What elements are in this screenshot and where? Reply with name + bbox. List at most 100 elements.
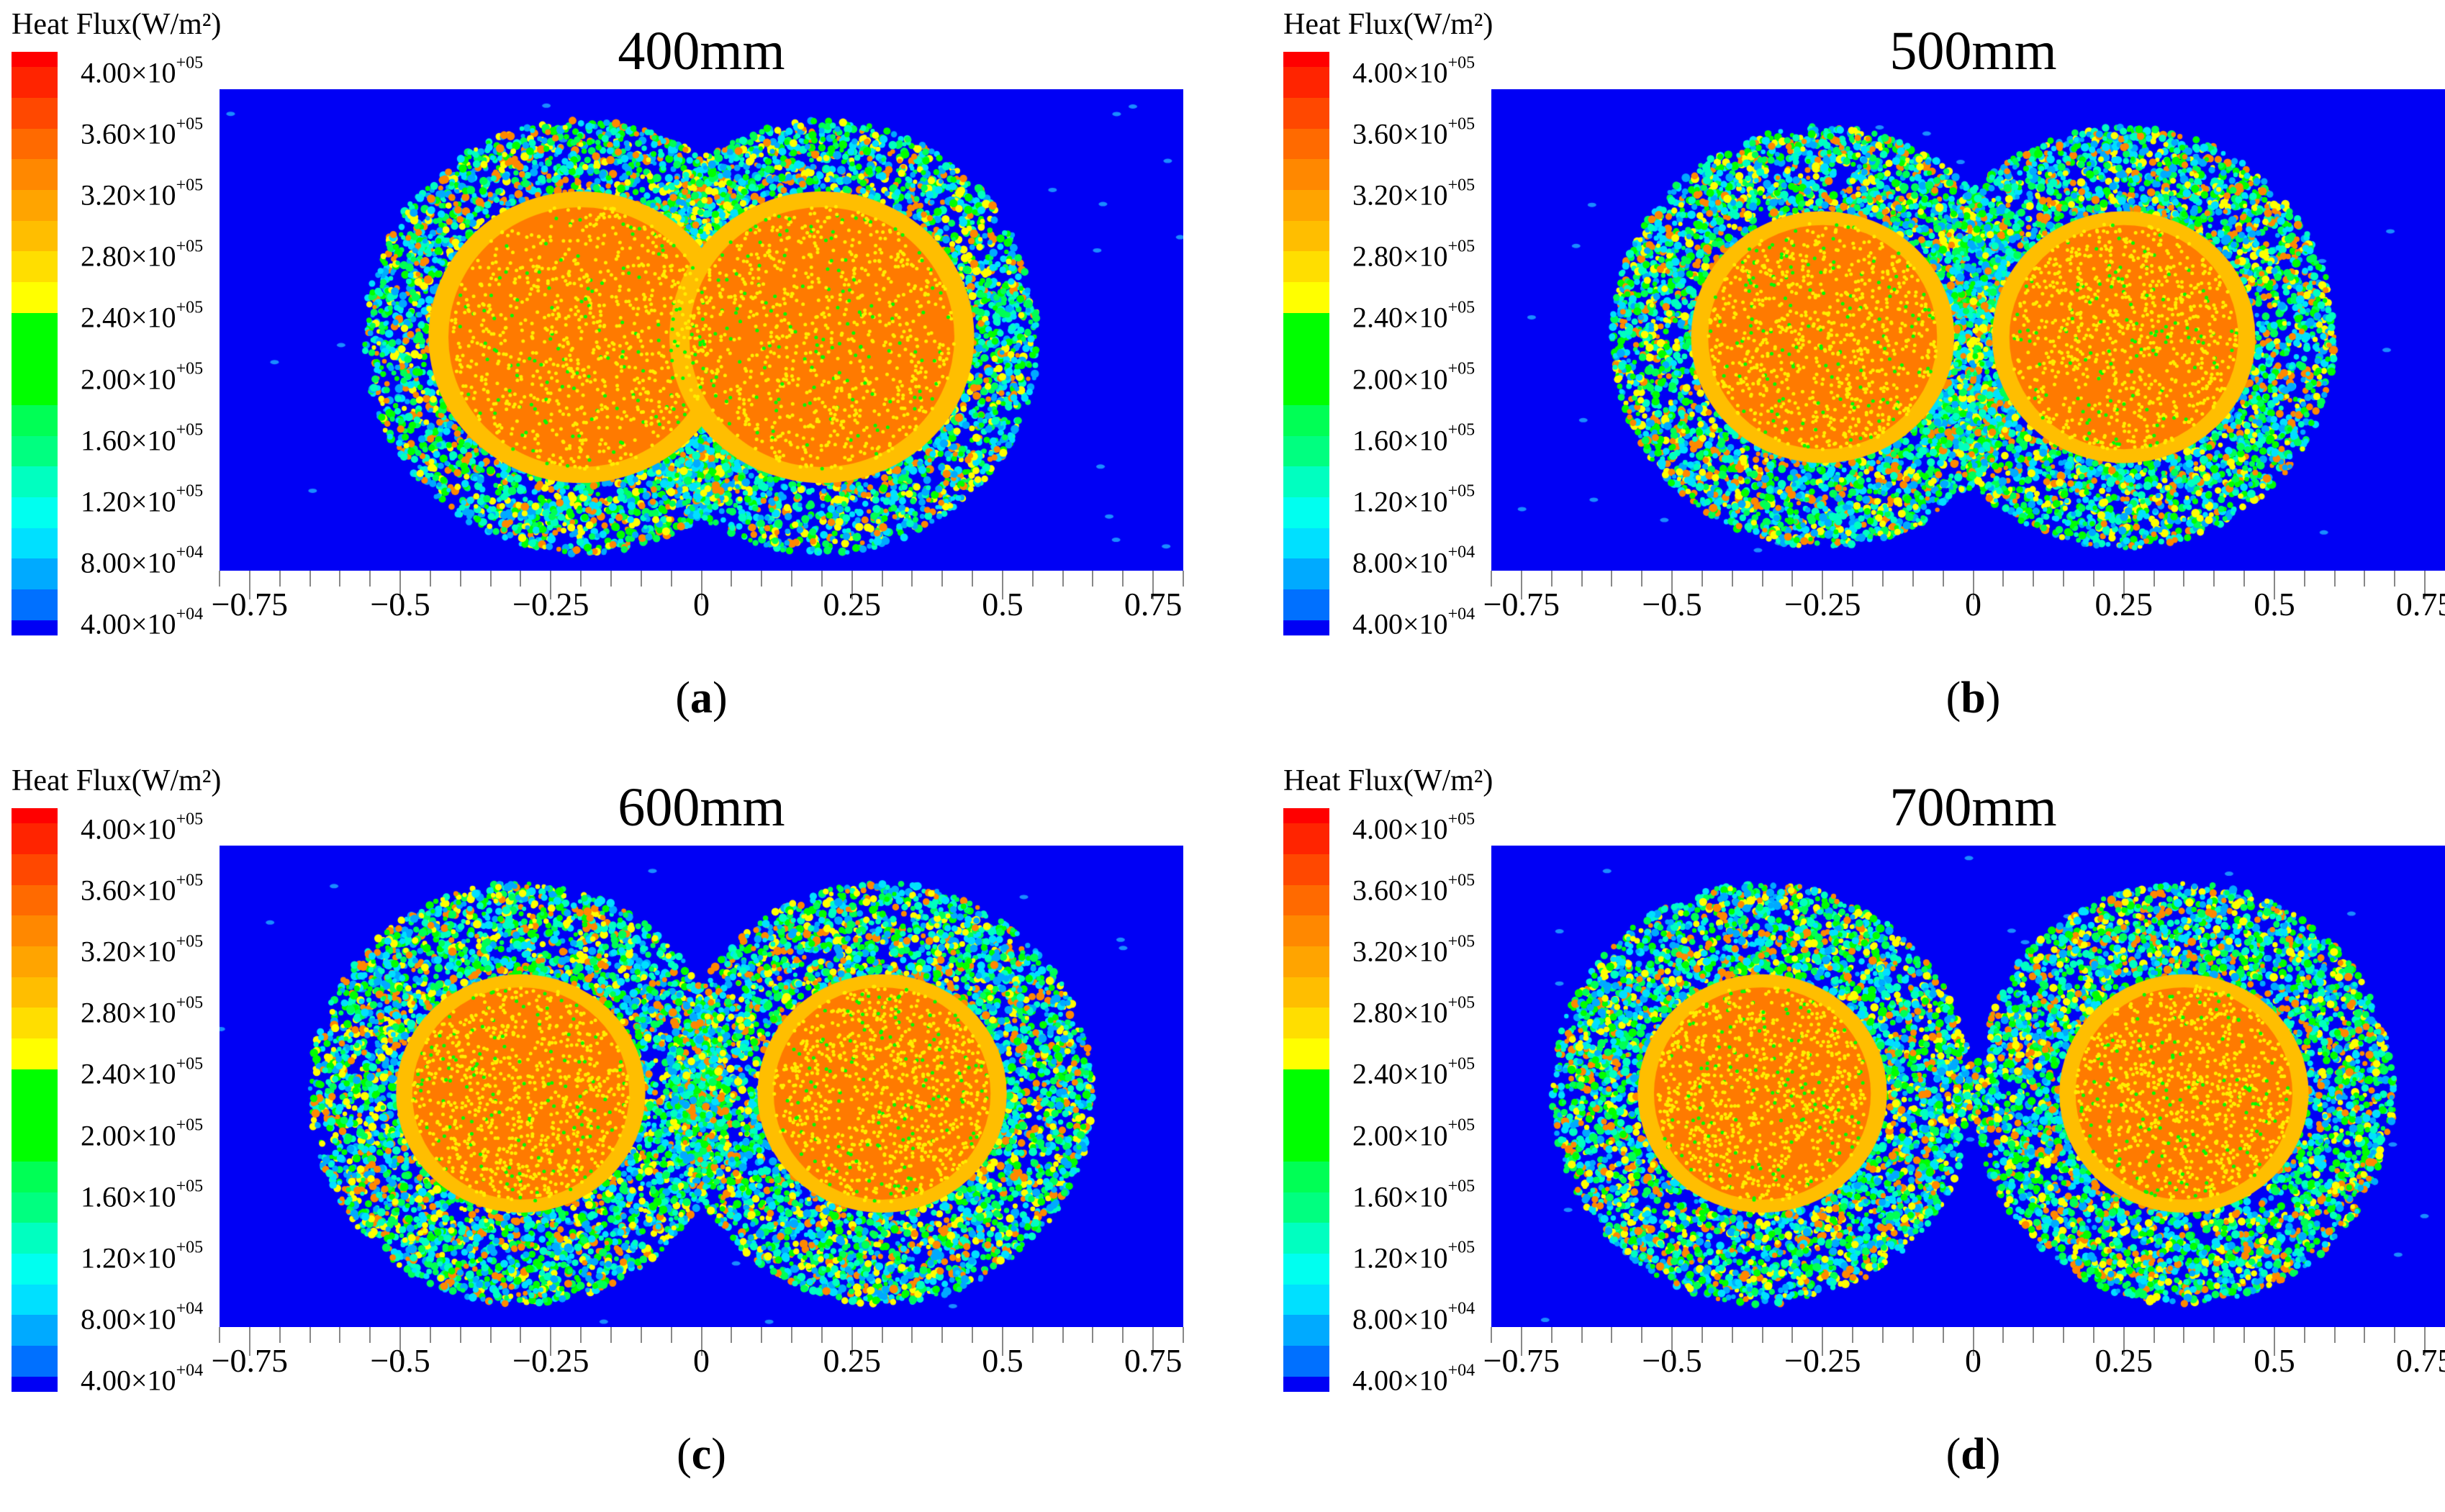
x-tick-label: −0.75 [1483,1342,1560,1379]
colorbar-label: 2.80×10+05 [1352,237,1475,273]
colorbar-segment [1283,620,1329,636]
x-tick [610,1327,612,1343]
panel-c: Heat Flux(W/m²) 4.00×10+05 3.60×10+05 3.20… [0,756,1209,1512]
x-tick [248,1327,250,1356]
colorbar-segment [1283,251,1329,283]
x-tick [1972,1327,1974,1356]
x-tick [279,571,281,587]
colorbar-segment [1283,1284,1329,1316]
colorbar-segment [1283,1253,1329,1285]
x-tick [2333,571,2336,587]
colorbar-segment [1283,1223,1329,1254]
x-tick-label: 0 [693,586,710,623]
colorbar-label: 2.80×10+05 [81,993,204,1029]
panel-b: Heat Flux(W/m²) 4.00×10+05 3.60×10+05 3.20… [1272,0,2445,756]
x-tick [1611,1327,1613,1343]
x-tick [1122,1327,1124,1343]
x-tick-label: 0.5 [2254,1342,2295,1379]
colorbar-segment [12,251,58,283]
colorbar-segment [12,589,58,620]
colorbar-label: 1.20×10+05 [1352,1238,1475,1275]
x-tick [2033,1327,2035,1343]
panel-title: 700mm [1889,777,2057,838]
colorbar-label: 2.80×10+05 [1352,993,1475,1029]
x-tick [972,1327,974,1343]
colorbar-segment [1283,220,1329,252]
x-tick [1001,1327,1003,1356]
colorbar-segment [12,884,58,916]
x-tick [2063,571,2065,587]
colorbar-segment [1283,1008,1329,1039]
x-tick [1520,571,1522,599]
heatmap-plot [1491,89,2445,571]
colorbar-title: Heat Flux(W/m²) [12,764,222,797]
panel-caption: (b) [1945,674,2001,723]
x-tick [580,1327,582,1343]
x-tick [911,571,913,587]
colorbar-segment [1283,1376,1329,1393]
x-tick [2424,571,2426,599]
colorbar-segment [12,1192,58,1223]
colorbar-label: 1.20×10+05 [1352,481,1475,518]
colorbar-label: 4.00×10+04 [81,1361,204,1397]
x-tick-label: 0.5 [982,586,1023,623]
x-tick [2183,1327,2185,1343]
colorbar-label: 3.60×10+05 [1352,114,1475,150]
colorbar-segment [12,1223,58,1254]
x-tick-label: −0.75 [211,1342,289,1379]
x-tick [1520,1327,1522,1356]
colorbar-segment [1283,1192,1329,1223]
x-tick [2002,571,2005,587]
x-tick [1972,571,1974,599]
colorbar-label: 4.00×10+04 [1352,605,1475,640]
colorbar-label: 2.40×10+05 [81,298,204,334]
colorbar-segment [12,528,58,559]
colorbar-segment [12,946,58,977]
x-tick [2424,1327,2426,1356]
x-tick [429,571,431,587]
x-tick [1152,1327,1154,1356]
colorbar-segment [12,67,58,99]
colorbar-label: 2.00×10+05 [81,1115,204,1151]
colorbar-label: 2.40×10+05 [1352,1054,1475,1090]
colorbar-segment [1283,374,1329,405]
heatmap-plot [220,846,1183,1327]
colorbar [1283,808,1329,1393]
panel-title: 500mm [1889,21,2057,81]
x-tick [1791,1327,1794,1343]
x-tick [1852,571,1854,587]
x-tick-label: 0 [693,1342,710,1379]
colorbar-segment [1283,558,1329,590]
colorbar-segment [12,558,58,590]
x-tick [1942,1327,1944,1343]
colorbar-segment [12,1315,58,1346]
colorbar-segment [1283,1038,1329,1069]
colorbar-segment [12,1038,58,1069]
x-tick [399,1327,402,1356]
x-tick [911,1327,913,1343]
colorbar-segment [1283,1131,1329,1162]
colorbar-label: 4.00×10+05 [81,810,204,846]
colorbar-label: 4.00×10+04 [1352,1361,1475,1397]
panel-title: 400mm [618,21,785,81]
x-tick [309,571,311,587]
colorbar-segment [12,128,58,160]
colorbar-segment [1283,1315,1329,1346]
colorbar-segment [1283,528,1329,559]
colorbar-title: Heat Flux(W/m²) [12,8,222,41]
x-tick-label: −0.5 [1642,586,1702,623]
heatmap-canvas [220,846,1183,1327]
colorbar [12,808,58,1393]
colorbar-segment [1283,808,1329,824]
x-axis: −0.75 −0.5 −0.25 0 0.25 0.5 0.75 [1483,571,2445,635]
x-tick-label: −0.5 [1642,1342,1702,1379]
x-tick [1183,1327,1184,1343]
colorbar-segment [12,1346,58,1377]
x-tick [2123,571,2125,599]
colorbar-segment [12,1100,58,1131]
x-tick-label: 0.75 [1124,1342,1183,1379]
x-tick [1152,571,1154,599]
x-tick [1701,571,1703,587]
x-tick [1942,571,1944,587]
x-tick [2364,1327,2366,1343]
